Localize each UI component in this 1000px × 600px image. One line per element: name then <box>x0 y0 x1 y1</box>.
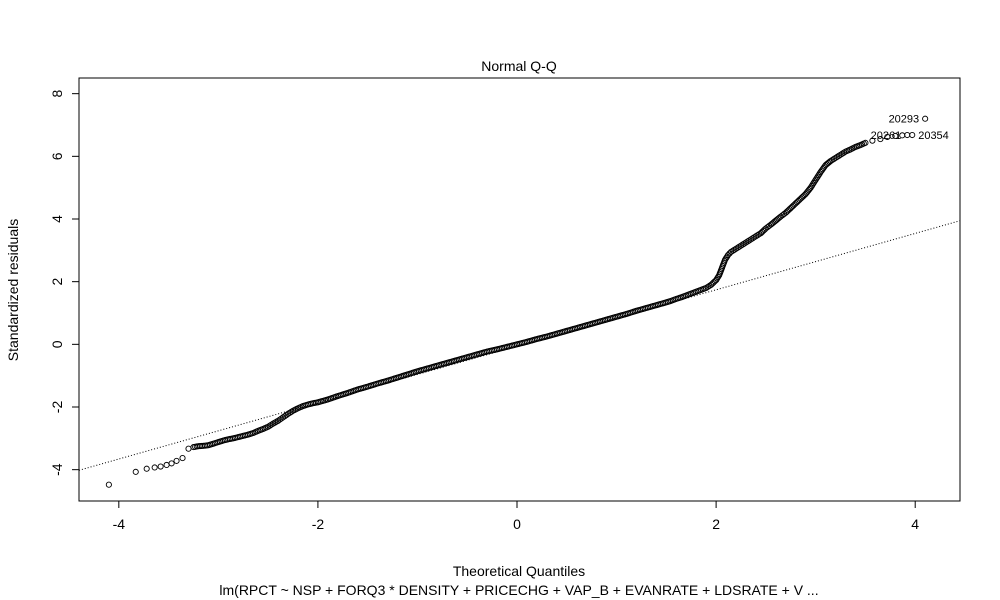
point-labels: 20293 20261 20354 <box>871 114 949 142</box>
x-tick-label: 4 <box>911 516 919 532</box>
residual-point <box>143 465 150 472</box>
residual-point <box>813 175 820 182</box>
y-tick-label: 4 <box>49 215 65 223</box>
x-axis-label: Theoretical Quantiles <box>453 563 585 579</box>
y-tick-label: -2 <box>49 401 65 414</box>
residual-point <box>869 137 876 144</box>
residual-point <box>884 133 891 140</box>
y-tick-label: 0 <box>49 340 65 348</box>
residual-point <box>268 421 275 428</box>
x-tick-label: -4 <box>113 516 126 532</box>
residual-point <box>151 464 158 471</box>
residual-point <box>723 255 730 262</box>
residual-point <box>812 176 819 183</box>
x-axis: -4 -2 0 2 4 <box>113 500 919 532</box>
residual-point <box>809 181 816 188</box>
residual-point <box>909 131 916 139</box>
residual-point <box>722 256 729 263</box>
residual-point <box>814 173 821 180</box>
point-id-label: 20354 <box>918 130 949 142</box>
residual-point <box>811 178 818 185</box>
residual-points <box>105 115 929 488</box>
model-formula-subtitle: lm(RPCT ~ NSP + FORQ3 * DENSITY + PRICEC… <box>219 582 818 598</box>
residual-point <box>815 172 822 179</box>
residual-point <box>132 468 139 475</box>
y-tick-label: 6 <box>49 152 65 160</box>
chart-title: Normal Q-Q <box>481 58 557 74</box>
residual-point <box>810 179 817 187</box>
residual-point <box>105 481 112 488</box>
residual-point <box>288 408 295 415</box>
residual-point <box>173 457 180 464</box>
point-id-label: 20293 <box>889 114 920 126</box>
residual-point <box>714 275 721 282</box>
residual-point <box>808 183 815 190</box>
residual-point <box>807 184 814 191</box>
residual-point <box>168 460 175 467</box>
residual-point <box>840 149 847 156</box>
y-axis-label: Standardized residuals <box>5 219 21 361</box>
y-tick-label: -4 <box>49 463 65 476</box>
residual-point <box>157 463 164 470</box>
x-tick-label: 2 <box>712 516 720 532</box>
residual-point <box>877 136 884 143</box>
residual-point <box>922 115 929 122</box>
x-tick-label: 0 <box>513 516 521 532</box>
y-tick-label: 2 <box>49 278 65 286</box>
residual-point <box>862 139 869 146</box>
residual-point <box>892 132 899 140</box>
y-axis: -4 -2 0 2 4 6 8 <box>49 90 80 476</box>
residual-point <box>713 277 720 284</box>
y-tick-label: 8 <box>49 90 65 98</box>
point-id-label: 20261 <box>871 130 902 142</box>
x-tick-label: -2 <box>312 516 325 532</box>
residual-point <box>179 455 186 462</box>
